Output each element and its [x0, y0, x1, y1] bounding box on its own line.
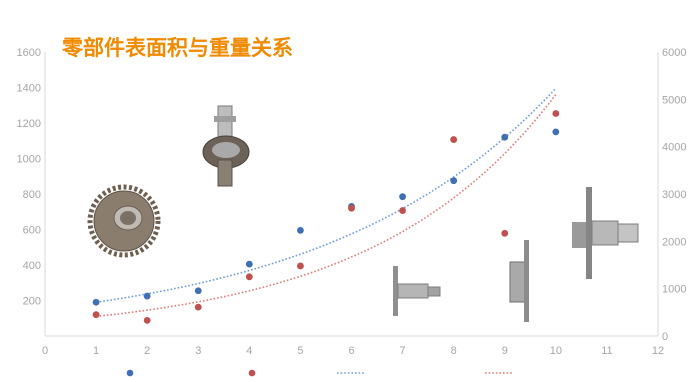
data-point — [194, 287, 202, 295]
legend-marker — [248, 369, 256, 377]
large-flanged-shaft-icon — [572, 187, 639, 279]
axes — [44, 52, 659, 337]
data-point — [501, 229, 509, 237]
data-point — [348, 204, 355, 212]
trendlines — [95, 87, 557, 318]
data-point — [552, 128, 560, 136]
data-point — [297, 262, 304, 270]
data-point — [245, 260, 253, 268]
data-point — [92, 298, 100, 306]
data-point — [143, 316, 151, 324]
y-left-tick-label: 1600 — [17, 47, 41, 59]
x-tick-label: 6 — [348, 345, 354, 357]
legend — [126, 369, 513, 377]
y-left-tick-label: 1000 — [17, 154, 41, 166]
chart-title: 零部件表面积与重量关系 — [61, 36, 293, 60]
data-point — [143, 292, 151, 300]
y-right-tick-label: 6000 — [662, 47, 686, 59]
legend-marker — [126, 369, 134, 377]
x-tick-label: 4 — [246, 345, 252, 357]
y-left-tick-label: 200 — [23, 296, 41, 308]
data-points — [92, 110, 560, 324]
x-tick-label: 12 — [652, 345, 664, 357]
x-tick-label: 11 — [601, 345, 612, 357]
y-right-tick-label: 1000 — [662, 284, 686, 296]
x-tick-label: 7 — [400, 345, 406, 357]
helical-gear-shaft-icon — [202, 105, 250, 187]
tick-labels: 0 1 2 3 4 5 6 7 8 9 10 11 12200400600800100012001400… — [17, 47, 687, 357]
y-left-tick-label: 800 — [23, 189, 41, 201]
trendline — [95, 87, 557, 304]
data-point — [501, 133, 509, 141]
data-point — [450, 177, 458, 185]
x-tick-label: 0 — [42, 345, 48, 357]
x-tick-label: 5 — [297, 345, 303, 357]
data-point — [92, 311, 100, 319]
data-point — [194, 303, 202, 311]
data-point — [399, 193, 406, 201]
disc-flange-icon — [509, 240, 529, 322]
x-tick-label: 3 — [195, 345, 201, 357]
flanged-shaft-icon — [393, 266, 441, 316]
y-right-tick-label: 4000 — [662, 142, 686, 154]
y-left-tick-label: 1400 — [17, 83, 41, 95]
data-point — [399, 207, 406, 214]
x-tick-label: 2 — [144, 345, 150, 357]
spur-gear-icon — [87, 184, 161, 258]
data-point — [245, 273, 253, 281]
y-right-tick-label: 3000 — [662, 189, 686, 201]
y-right-tick-label: 0 — [662, 331, 668, 343]
y-right-tick-label: 5000 — [662, 94, 686, 106]
data-point — [297, 226, 304, 234]
x-tick-label: 8 — [451, 345, 457, 357]
y-right-tick-label: 2000 — [662, 236, 686, 248]
y-left-tick-label: 400 — [23, 260, 41, 272]
x-tick-label: 1 — [93, 345, 99, 357]
y-left-tick-label: 600 — [23, 225, 41, 237]
data-point — [552, 110, 560, 117]
x-tick-label: 9 — [502, 345, 508, 357]
trendline — [96, 94, 557, 318]
x-tick-label: 10 — [550, 345, 562, 357]
data-point — [450, 136, 458, 143]
y-left-tick-label: 1200 — [17, 118, 41, 130]
